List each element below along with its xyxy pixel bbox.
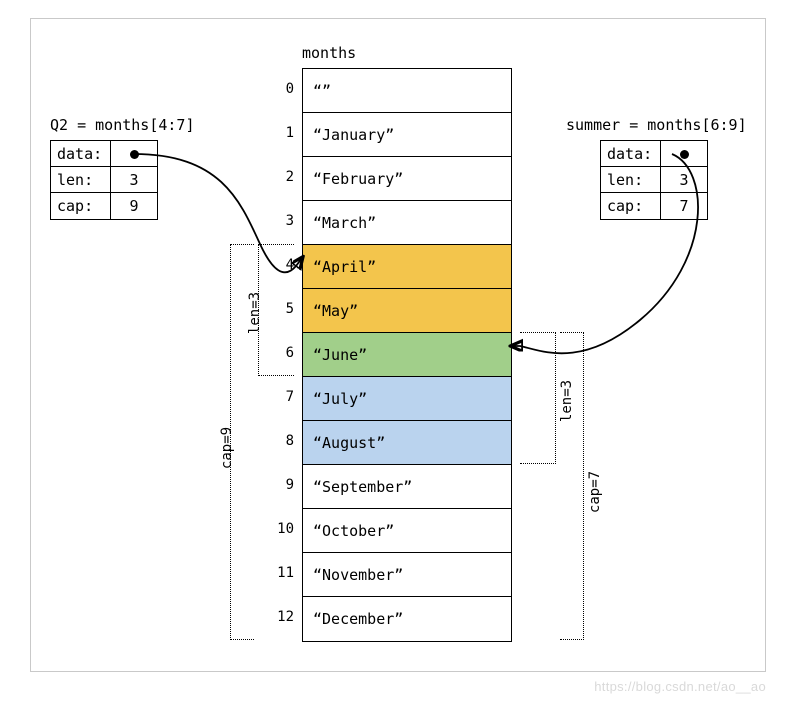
slice-header-row: len:3: [601, 167, 707, 193]
q2-slice-header: data:len:3cap:9: [50, 140, 158, 220]
summer-cap-label: cap=7: [587, 471, 603, 513]
slice-header-key: data:: [601, 141, 661, 166]
array-cell: “August”: [303, 421, 511, 465]
array-cell: “April”: [303, 245, 511, 289]
q2-cap-label: cap=9: [219, 427, 235, 469]
slice-header-row: data:: [51, 141, 157, 167]
slice-header-row: len:3: [51, 167, 157, 193]
array-cell: “March”: [303, 201, 511, 245]
array-index: 9: [264, 477, 294, 493]
array-index: 1: [264, 125, 294, 141]
array-cell: “November”: [303, 553, 511, 597]
slice-header-value: 3: [661, 167, 707, 192]
slice-header-value: 7: [661, 193, 707, 219]
array-index: 12: [264, 609, 294, 625]
array-index: 0: [264, 81, 294, 97]
slice-header-value: 3: [111, 167, 157, 192]
pointer-dot-icon: [130, 150, 139, 159]
slice-header-row: cap:9: [51, 193, 157, 219]
summer-len-bracket: [520, 332, 556, 464]
slice-header-key: len:: [51, 167, 111, 192]
slice-header-row: data:: [601, 141, 707, 167]
slice-header-value: [111, 141, 157, 166]
array-cell: “February”: [303, 157, 511, 201]
array-index: 3: [264, 213, 294, 229]
array-cell: “December”: [303, 597, 511, 641]
array-cell: “July”: [303, 377, 511, 421]
q2-len-label: len=3: [247, 292, 263, 334]
array-cell: “June”: [303, 333, 511, 377]
array-cell: “September”: [303, 465, 511, 509]
months-array: “”“January”“February”“March”“April”“May”…: [302, 68, 512, 642]
array-cell: “January”: [303, 113, 511, 157]
slice-header-key: data:: [51, 141, 111, 166]
array-index: 7: [264, 389, 294, 405]
array-cell: “October”: [303, 509, 511, 553]
watermark: https://blog.csdn.net/ao__ao: [594, 679, 766, 694]
slice-header-key: cap:: [51, 193, 111, 219]
q2-declaration: Q2 = months[4:7]: [50, 116, 195, 134]
array-title: months: [302, 44, 356, 62]
summer-slice-header: data:len:3cap:7: [600, 140, 708, 220]
array-index: 8: [264, 433, 294, 449]
slice-header-key: cap:: [601, 193, 661, 219]
summer-cap-bracket: [560, 332, 584, 640]
slice-header-row: cap:7: [601, 193, 707, 219]
array-cell: “May”: [303, 289, 511, 333]
summer-len-label: len=3: [559, 380, 575, 422]
array-cell: “”: [303, 69, 511, 113]
array-index: 11: [264, 565, 294, 581]
slice-header-key: len:: [601, 167, 661, 192]
pointer-dot-icon: [680, 150, 689, 159]
slice-header-value: [661, 141, 707, 166]
summer-declaration: summer = months[6:9]: [566, 116, 747, 134]
array-index: 10: [264, 521, 294, 537]
q2-len-bracket: [258, 244, 294, 376]
array-index: 2: [264, 169, 294, 185]
slice-header-value: 9: [111, 193, 157, 219]
